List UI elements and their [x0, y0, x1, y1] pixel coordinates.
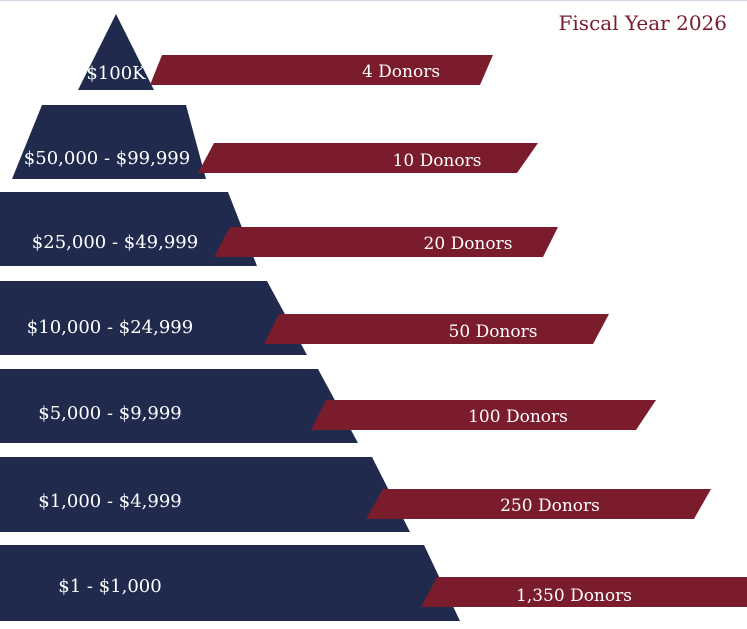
pyramid-tier	[0, 457, 410, 532]
donor-count-label: 100 Donors	[468, 407, 568, 427]
tier-range-label: $5,000 - $9,999	[38, 403, 182, 424]
tier-range-label: $50,000 - $99,999	[24, 148, 190, 169]
pyramid-tier	[0, 192, 257, 266]
tier-range-label: $10,000 - $24,999	[27, 317, 193, 338]
tier-range-label: $1,000 - $4,999	[38, 491, 182, 512]
pyramid-tier	[0, 281, 307, 355]
donor-band	[421, 577, 747, 607]
tier-range-label: $100K	[86, 63, 146, 84]
pyramid-tier	[78, 14, 154, 90]
tier-range-label: $1 - $1,000	[58, 576, 161, 597]
donor-count-label: 1,350 Donors	[516, 586, 632, 606]
donor-band	[214, 227, 558, 257]
donor-count-label: 50 Donors	[449, 322, 538, 342]
donor-count-label: 250 Donors	[500, 496, 600, 516]
donor-count-label: 4 Donors	[362, 62, 440, 82]
donor-band	[366, 489, 711, 519]
donor-band	[311, 400, 656, 430]
tier-range-label: $25,000 - $49,999	[32, 232, 198, 253]
donor-band	[264, 314, 609, 344]
pyramid-tier	[12, 105, 206, 179]
donor-count-label: 20 Donors	[424, 234, 513, 254]
donor-band	[150, 55, 493, 85]
donor-count-label: 10 Donors	[393, 151, 482, 171]
pyramid-tier	[0, 369, 358, 443]
donor-band	[198, 143, 538, 173]
pyramid-tier	[0, 545, 460, 621]
page-title: Fiscal Year 2026	[558, 11, 727, 35]
